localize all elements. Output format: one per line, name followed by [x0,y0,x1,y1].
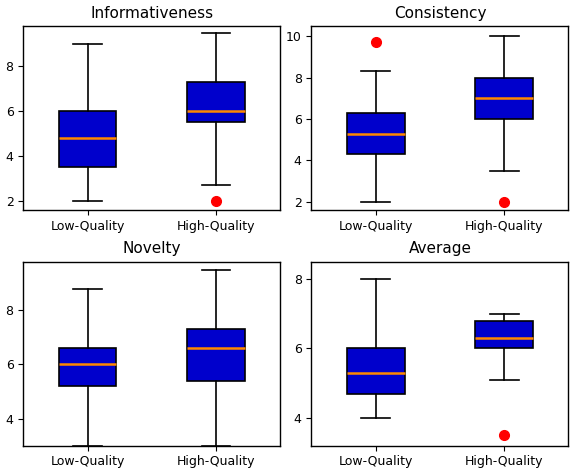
Title: Informativeness: Informativeness [90,6,214,20]
PathPatch shape [187,329,245,381]
Title: Novelty: Novelty [122,241,181,256]
Title: Average: Average [409,241,471,256]
PathPatch shape [59,348,117,386]
PathPatch shape [59,111,117,167]
PathPatch shape [347,113,405,154]
PathPatch shape [187,82,245,122]
PathPatch shape [475,78,533,119]
Title: Consistency: Consistency [394,6,486,20]
PathPatch shape [347,348,405,393]
PathPatch shape [475,320,533,348]
